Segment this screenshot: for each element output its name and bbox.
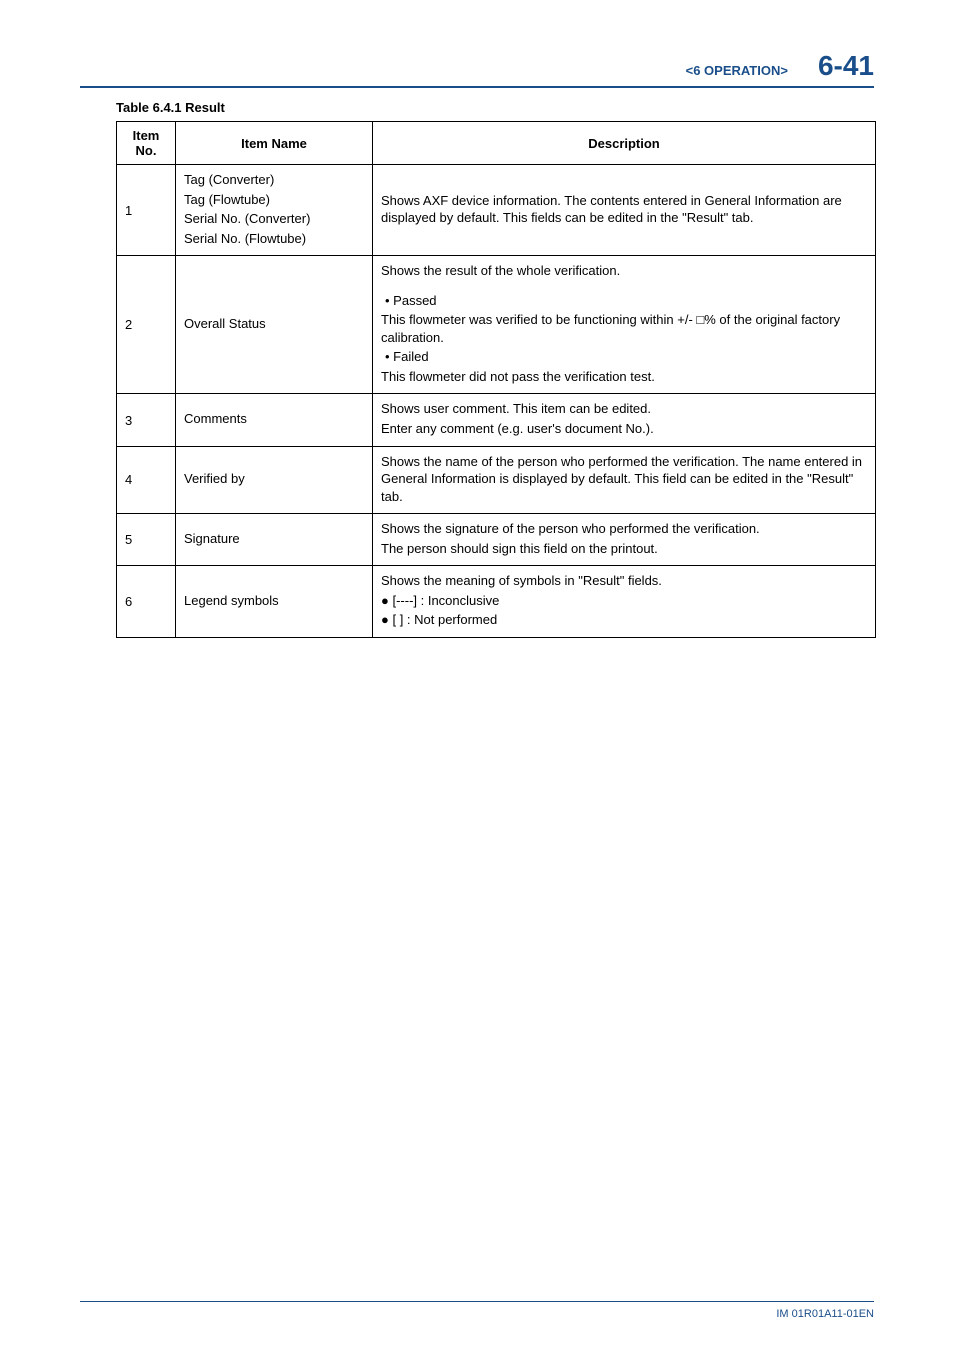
table-row: 5SignatureShows the signature of the per… (117, 514, 876, 566)
cell-description: Shows the signature of the person who pe… (373, 514, 876, 566)
page: <6 OPERATION> 6-41 Table 6.4.1 Result It… (0, 0, 954, 1350)
cell-item-no: 1 (117, 165, 176, 256)
cell-item-no: 2 (117, 256, 176, 394)
cell-description: Shows the meaning of symbols in "Result"… (373, 566, 876, 638)
cell-item-name: Overall Status (176, 256, 373, 394)
page-header: <6 OPERATION> 6-41 (80, 50, 874, 82)
section-label: <6 OPERATION> (686, 63, 788, 78)
table-row: 1Tag (Converter)Tag (Flowtube)Serial No.… (117, 165, 876, 256)
cell-description: Shows the result of the whole verificati… (373, 256, 876, 394)
footer-rule (80, 1301, 874, 1302)
cell-item-name: Legend symbols (176, 566, 373, 638)
cell-item-no: 4 (117, 446, 176, 514)
header-rule (80, 86, 874, 88)
table-row: 4Verified byShows the name of the person… (117, 446, 876, 514)
table-row: 3CommentsShows user comment. This item c… (117, 394, 876, 446)
table-caption: Table 6.4.1 Result (116, 100, 874, 115)
col-header-desc: Description (373, 122, 876, 165)
footer-doc-id: IM 01R01A11-01EN (80, 1308, 874, 1320)
table-row: 2Overall StatusShows the result of the w… (117, 256, 876, 394)
cell-item-name: Verified by (176, 446, 373, 514)
cell-item-no: 5 (117, 514, 176, 566)
cell-item-name: Tag (Converter)Tag (Flowtube)Serial No. … (176, 165, 373, 256)
col-header-no: Item No. (117, 122, 176, 165)
table-header-row: Item No. Item Name Description (117, 122, 876, 165)
cell-item-no: 3 (117, 394, 176, 446)
table-row: 6Legend symbolsShows the meaning of symb… (117, 566, 876, 638)
result-table: Item No. Item Name Description 1Tag (Con… (116, 121, 876, 638)
page-footer: IM 01R01A11-01EN (80, 1301, 874, 1320)
page-number: 6-41 (818, 50, 874, 82)
cell-item-name: Comments (176, 394, 373, 446)
col-header-name: Item Name (176, 122, 373, 165)
cell-item-no: 6 (117, 566, 176, 638)
cell-description: Shows the name of the person who perform… (373, 446, 876, 514)
cell-item-name: Signature (176, 514, 373, 566)
cell-description: Shows user comment. This item can be edi… (373, 394, 876, 446)
cell-description: Shows AXF device information. The conten… (373, 165, 876, 256)
